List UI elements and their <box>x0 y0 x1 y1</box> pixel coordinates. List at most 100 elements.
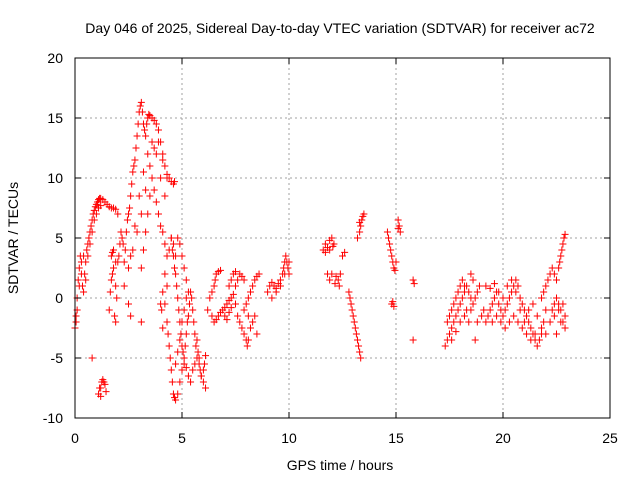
data-point <box>452 328 460 336</box>
data-point <box>409 336 417 344</box>
data-point <box>137 264 145 272</box>
x-tick-label: 5 <box>178 430 186 446</box>
x-tick-label: 15 <box>388 430 404 446</box>
data-point <box>392 258 400 266</box>
data-point <box>189 306 197 314</box>
data-point <box>326 276 334 284</box>
data-point <box>357 354 365 362</box>
data-point <box>180 264 188 272</box>
data-point <box>533 342 541 350</box>
data-point <box>232 282 239 290</box>
data-point <box>255 270 263 278</box>
data-point <box>85 234 93 242</box>
data-point <box>72 318 80 326</box>
data-point <box>244 336 252 344</box>
data-point <box>264 288 272 296</box>
data-point <box>223 316 231 324</box>
data-point <box>184 288 192 296</box>
data-point <box>127 252 135 260</box>
data-point <box>486 306 494 314</box>
data-point <box>538 324 546 332</box>
data-point <box>137 98 145 106</box>
data-point <box>486 284 494 292</box>
y-tick-label: 0 <box>55 290 63 306</box>
data-point <box>97 392 105 400</box>
data-point <box>499 312 507 320</box>
data-point <box>136 102 144 110</box>
data-point <box>114 258 122 266</box>
data-point <box>83 246 91 254</box>
data-point <box>77 258 85 266</box>
data-point <box>508 276 516 284</box>
data-point <box>242 300 250 308</box>
data-point <box>514 318 522 326</box>
data-point <box>154 126 162 134</box>
data-point <box>107 252 115 260</box>
data-point <box>244 312 252 320</box>
data-point <box>189 366 197 374</box>
data-point <box>542 282 550 290</box>
data-point <box>159 324 167 332</box>
data-point <box>443 318 451 326</box>
data-point <box>225 282 233 290</box>
data-point <box>210 282 218 290</box>
data-point <box>178 366 186 374</box>
data-point <box>135 192 143 200</box>
data-point <box>352 330 360 338</box>
data-point <box>544 276 552 284</box>
data-point <box>131 156 139 164</box>
y-axis-label: SDTVAR / TECUs <box>5 182 21 294</box>
data-point <box>139 168 147 176</box>
data-point <box>446 312 453 320</box>
data-point <box>152 120 160 128</box>
data-point <box>484 312 492 320</box>
data-point <box>557 306 565 314</box>
data-point <box>357 222 365 230</box>
data-point <box>154 138 162 146</box>
data-point <box>181 342 189 350</box>
data-point <box>452 294 460 302</box>
data-point <box>178 252 186 260</box>
data-point <box>144 210 152 218</box>
data-point <box>159 150 167 158</box>
data-point <box>234 312 242 320</box>
data-point <box>133 228 141 236</box>
data-point <box>490 280 498 288</box>
data-point <box>540 318 548 326</box>
data-point <box>383 228 391 236</box>
data-point <box>157 222 165 230</box>
data-point <box>122 228 130 236</box>
data-point <box>180 354 188 362</box>
data-point <box>110 264 118 272</box>
data-point <box>106 288 114 296</box>
data-point <box>111 312 119 320</box>
data-point <box>202 352 210 360</box>
data-point <box>527 324 535 332</box>
data-point <box>251 312 259 320</box>
data-point <box>321 240 329 248</box>
data-point <box>84 252 92 260</box>
data-point <box>326 246 334 254</box>
data-point <box>394 216 402 224</box>
data-point <box>441 342 449 350</box>
data-point <box>195 354 203 362</box>
data-point <box>488 318 496 326</box>
data-point <box>227 276 235 284</box>
data-point <box>107 276 115 284</box>
data-point <box>495 288 503 296</box>
data-point <box>396 228 404 236</box>
x-axis-label: GPS time / hours <box>287 457 394 473</box>
data-point <box>159 288 167 296</box>
data-point <box>238 272 246 280</box>
data-point <box>125 264 132 272</box>
data-point <box>328 234 336 242</box>
data-point <box>527 336 535 344</box>
data-point <box>146 192 154 200</box>
data-point <box>253 330 261 338</box>
data-point <box>148 174 156 182</box>
data-point <box>127 312 135 320</box>
data-point <box>389 298 397 306</box>
data-point <box>132 144 140 152</box>
data-point <box>169 240 177 248</box>
data-point <box>227 304 235 312</box>
